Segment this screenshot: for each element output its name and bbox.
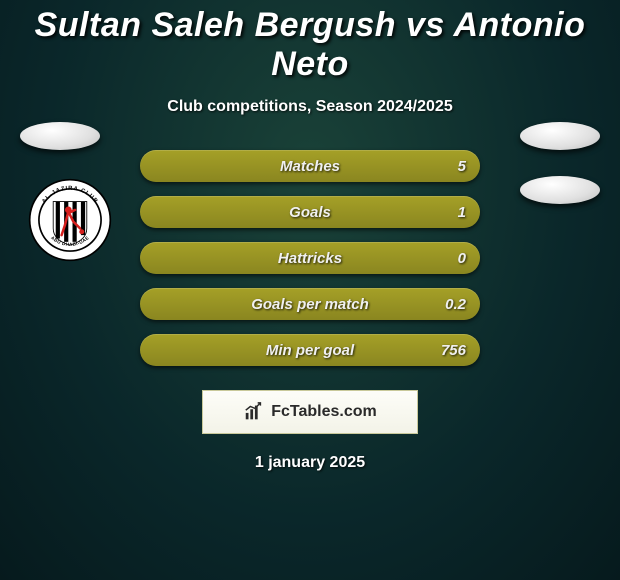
club-logo: AL-JAZIRA CLUB ABU DHABI-UAE [28,178,112,262]
stat-row: Matches 5 [140,150,480,182]
chart-icon [243,401,265,423]
stat-label: Goals [289,204,331,221]
stat-row: Hattricks 0 [140,242,480,274]
branding-text: FcTables.com [271,403,377,421]
stat-row: Min per goal 756 [140,334,480,366]
page-title: Sultan Saleh Bergush vs Antonio Neto [0,0,620,84]
player-right-placeholder-2 [520,176,600,204]
stat-label: Min per goal [266,342,354,359]
date-text: 1 january 2025 [0,454,620,472]
stat-value: 0.2 [445,296,466,313]
stat-row: Goals 1 [140,196,480,228]
stat-value: 756 [441,342,466,359]
player-left-placeholder [20,122,100,150]
stat-value: 1 [458,204,466,221]
stat-label: Hattricks [278,250,342,267]
subtitle: Club competitions, Season 2024/2025 [0,98,620,116]
branding-box: FcTables.com [202,390,418,434]
stat-label: Goals per match [251,296,369,313]
player-right-placeholder-1 [520,122,600,150]
stat-value: 5 [458,158,466,175]
stat-row: Goals per match 0.2 [140,288,480,320]
stat-label: Matches [280,158,340,175]
stat-value: 0 [458,250,466,267]
